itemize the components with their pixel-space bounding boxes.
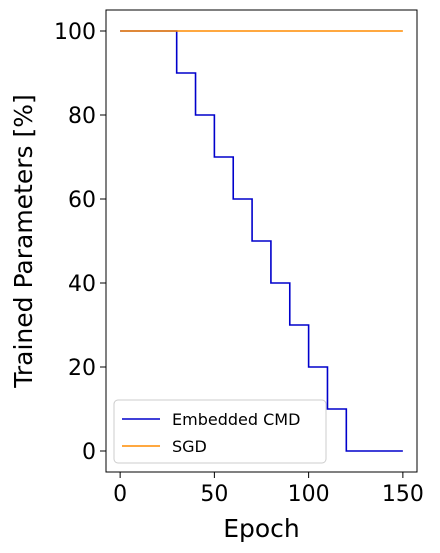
x-axis-ticks: 0 50 100 150 bbox=[113, 472, 424, 507]
legend-box bbox=[113, 399, 327, 464]
series-layer bbox=[120, 30, 403, 452]
legend-label-sgd: SGD bbox=[172, 437, 207, 456]
y-tick-label: 20 bbox=[68, 356, 96, 381]
y-axis-label: Trained Parameters [%] bbox=[9, 94, 38, 388]
legend: Embedded CMD SGD bbox=[113, 399, 327, 464]
x-tick-label: 50 bbox=[200, 482, 228, 507]
x-tick-label: 0 bbox=[113, 482, 127, 507]
y-tick-label: 40 bbox=[68, 272, 96, 297]
y-tick-label: 80 bbox=[68, 104, 96, 129]
series-line-embedded-cmd bbox=[120, 30, 403, 452]
y-tick-label: 0 bbox=[82, 440, 96, 465]
x-axis-label: Epoch bbox=[223, 514, 300, 543]
x-tick-label: 100 bbox=[288, 482, 330, 507]
y-tick-label: 100 bbox=[54, 20, 96, 45]
x-tick-label: 150 bbox=[382, 482, 424, 507]
legend-label-embedded-cmd: Embedded CMD bbox=[172, 410, 300, 429]
y-axis-ticks: 0 20 40 60 80 100 bbox=[54, 20, 106, 465]
y-tick-label: 60 bbox=[68, 188, 96, 213]
